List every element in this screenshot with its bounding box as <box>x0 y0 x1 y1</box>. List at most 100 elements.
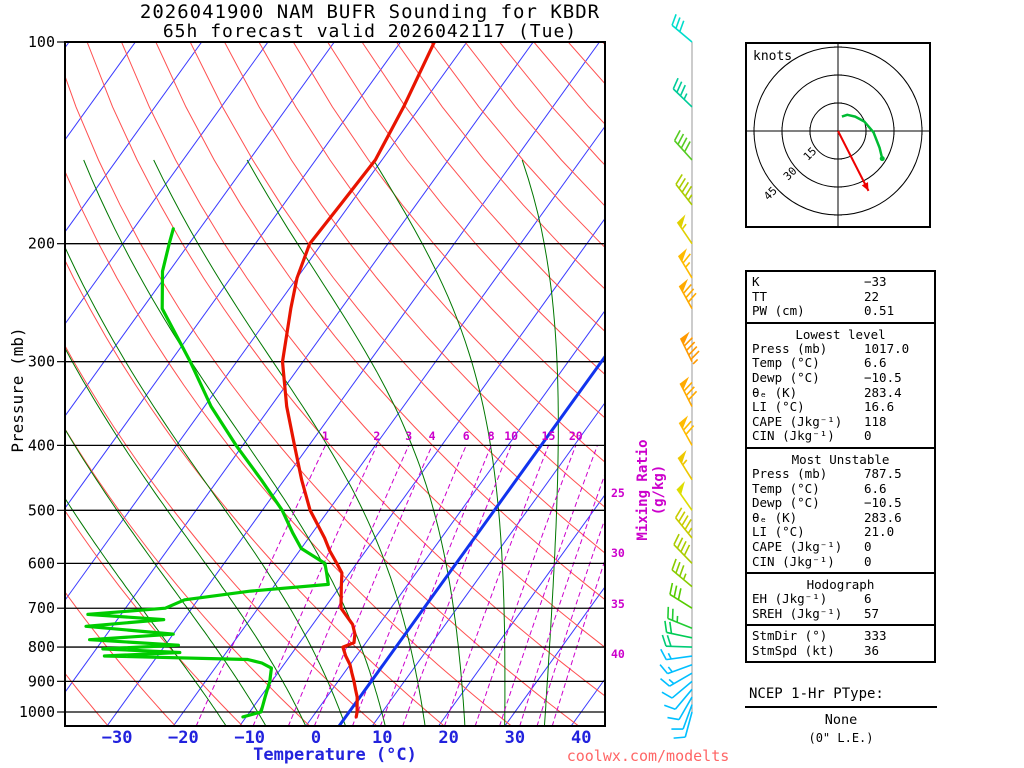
ptype-liquid-equivalent: (0" L.E.) <box>808 731 874 745</box>
stats-label: PW (cm) <box>752 303 805 319</box>
temperature-tick-label: 20 <box>438 728 458 748</box>
stats-label: LI (°C) <box>752 399 805 415</box>
temperature-tick-label: 40 <box>571 728 591 748</box>
stats-section-header: Most Unstable <box>791 451 890 467</box>
mixing-ratio-axis-title: Mixing Ratio (g/kg) <box>635 439 667 541</box>
stats-value: 6.6 <box>864 355 887 371</box>
stats-label: Dewp (°C) <box>752 369 820 385</box>
wind-barb <box>661 680 693 699</box>
stats-value: 16.6 <box>864 399 895 415</box>
stats-row: K −33 <box>752 274 929 290</box>
temperature-tick-label: −30 <box>102 728 133 748</box>
stats-value: 333 <box>864 628 887 644</box>
stats-row: LI (°C) 16.6 <box>752 400 929 415</box>
wind-barb <box>675 173 693 206</box>
stats-row: CIN (Jkg⁻¹) 0 <box>752 429 929 444</box>
mixing-ratio-label: 30 <box>611 546 625 560</box>
stats-value: −33 <box>864 274 887 289</box>
skewt-background <box>65 42 605 726</box>
pressure-tick-label: 200 <box>28 235 55 253</box>
mixing-ratio-label: 1 <box>322 429 329 443</box>
pressure-tick-label: 500 <box>28 501 55 519</box>
stats-row: CIN (Jkg⁻¹) 0 <box>752 553 929 570</box>
temperature-tick-label: −10 <box>234 728 265 748</box>
stats-label: θₑ (K) <box>752 384 798 400</box>
pressure-tick-label: 700 <box>28 599 55 617</box>
wind-barb <box>678 415 695 446</box>
stats-label: Dewp (°C) <box>752 495 820 511</box>
mixing-ratio-lines <box>195 445 605 726</box>
stats-value: 6 <box>864 591 872 607</box>
stats-label: EH (Jkg⁻¹) <box>752 591 828 607</box>
dry-adiabat-lines <box>65 42 605 726</box>
wind-barb <box>676 214 693 245</box>
stats-label: SREH (Jkg⁻¹) <box>752 605 843 621</box>
stats-label: CIN (Jkg⁻¹) <box>752 553 835 569</box>
mixing-ratio-labels: 1 2 3 4 6 8 10 15 20 25 30 35 40 <box>322 429 625 661</box>
temperature-tick-label: 0 <box>311 728 321 748</box>
mixing-ratio-label: 6 <box>463 429 470 443</box>
mixing-ratio-label: 35 <box>611 597 625 611</box>
stats-label: LI (°C) <box>752 524 805 540</box>
wind-barb <box>671 14 693 43</box>
stats-label: K <box>752 274 760 289</box>
stats-row: Dewp (°C) −10.5 <box>752 369 929 386</box>
mixing-ratio-label: 20 <box>569 429 583 443</box>
stats-row: SREH (Jkg⁻¹) 57 <box>752 605 929 622</box>
stats-section-header: Lowest level <box>795 326 886 342</box>
watermark: coolwx.com/modelts <box>566 747 730 765</box>
stats-row: EH (Jkg⁻¹) 6 <box>752 591 929 607</box>
wind-barb <box>679 376 698 407</box>
hodograph-trace <box>841 113 884 159</box>
stats-label: Temp (°C) <box>752 480 820 496</box>
stats-row: CAPE (Jkg⁻¹) 118 <box>752 414 929 430</box>
stats-value: 0 <box>864 538 872 554</box>
stats-row: θₑ (K) 283.6 <box>752 509 929 526</box>
wind-barb <box>677 450 693 481</box>
mixing-ratio-label: 10 <box>504 429 518 443</box>
stats-row: PW (cm) 0.51 <box>752 304 929 319</box>
wind-barb <box>674 507 693 539</box>
stats-row: Temp (°C) 6.6 <box>752 356 929 371</box>
temperature-tick-label: 30 <box>505 728 525 748</box>
wind-barb <box>659 663 693 675</box>
stats-value: 36 <box>864 642 880 658</box>
wind-barb <box>661 634 693 648</box>
stats-section: StmDir (°) 333 StmSpd (kt) 36 <box>747 624 934 661</box>
wind-barb <box>667 696 693 721</box>
pressure-tick-label: 900 <box>28 672 55 690</box>
stats-row: CAPE (Jkg⁻¹) 0 <box>752 538 929 555</box>
stats-label: θₑ (K) <box>752 509 798 525</box>
highlighted-isotherm <box>337 354 605 726</box>
stats-section: Hodograph EH (Jkg⁻¹) 6 SREH (Jkg⁻¹) 57 <box>747 572 934 624</box>
wind-barb <box>669 582 693 609</box>
temperature-tick-label: 10 <box>372 728 392 748</box>
wind-barb <box>672 77 693 108</box>
wind-barb <box>676 481 693 511</box>
stats-value: 0 <box>864 553 872 569</box>
mixing-ratio-label: 40 <box>611 647 625 661</box>
stats-value: 21.0 <box>864 524 895 540</box>
stats-row: Press (mb) 787.5 <box>752 465 929 482</box>
isotherm-lines <box>65 42 605 726</box>
hodograph-units-label: knots <box>753 49 792 64</box>
chart-subtitle: 65h forecast valid 2026042117 (Tue) <box>162 21 578 42</box>
wind-barb <box>673 129 693 161</box>
storm-motion-arrow <box>837 130 870 192</box>
wind-barb <box>667 606 693 630</box>
mixing-ratio-label: 15 <box>542 429 556 443</box>
pressure-tick-label: 600 <box>28 554 55 572</box>
pressure-tick-label: 1000 <box>19 703 55 721</box>
stats-row: LI (°C) 21.0 <box>752 525 929 540</box>
stats-section: Lowest level Press (mb) 1017.0 Temp (°C) 6.6… <box>747 321 934 447</box>
chart-title: 2026041900 NAM BUFR Sounding for KBDR <box>139 1 601 23</box>
wind-barb <box>664 620 693 639</box>
stats-value: 787.5 <box>864 465 902 481</box>
title-block: 2026041900 NAM BUFR Sounding for KBDR 65… <box>65 2 675 42</box>
stats-row: θₑ (K) 283.4 <box>752 384 929 401</box>
stats-section: K −33 TT 22 PW (cm) 0.51 <box>747 272 934 322</box>
